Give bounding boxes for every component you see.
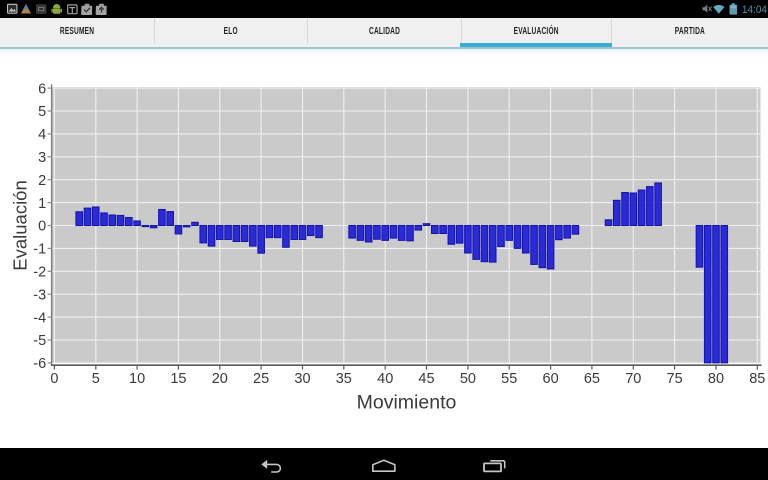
svg-text:70: 70 <box>625 371 641 387</box>
svg-text:15: 15 <box>170 371 186 387</box>
svg-text:-4: -4 <box>33 310 46 326</box>
svg-text:55: 55 <box>501 371 517 387</box>
svg-text:10: 10 <box>129 371 145 387</box>
svg-text:-2: -2 <box>33 265 46 281</box>
svg-text:5: 5 <box>92 371 100 387</box>
svg-text:-5: -5 <box>33 333 46 349</box>
svg-text:-6: -6 <box>33 356 46 372</box>
svg-text:1: 1 <box>38 196 46 212</box>
svg-text:85: 85 <box>749 371 765 387</box>
svg-text:45: 45 <box>418 371 434 387</box>
svg-text:35: 35 <box>336 371 352 387</box>
svg-text:80: 80 <box>708 371 724 387</box>
svg-text:20: 20 <box>212 371 228 387</box>
svg-text:0: 0 <box>38 219 46 235</box>
svg-text:2: 2 <box>38 173 46 189</box>
svg-text:50: 50 <box>460 371 476 387</box>
svg-text:Movimiento: Movimiento <box>357 392 457 414</box>
svg-text:40: 40 <box>377 371 393 387</box>
svg-text:60: 60 <box>543 371 559 387</box>
svg-text:30: 30 <box>294 371 310 387</box>
svg-text:75: 75 <box>667 371 683 387</box>
svg-text:-1: -1 <box>33 242 46 258</box>
svg-text:65: 65 <box>584 371 600 387</box>
svg-text:6: 6 <box>38 81 46 97</box>
svg-text:14:04: 14:04 <box>742 5 767 16</box>
svg-text:25: 25 <box>253 371 269 387</box>
svg-text:Evaluación: Evaluación <box>10 180 31 271</box>
svg-text:-3: -3 <box>33 287 46 303</box>
svg-text:5: 5 <box>38 104 46 120</box>
svg-text:4: 4 <box>38 127 46 143</box>
svg-text:3: 3 <box>38 150 46 166</box>
svg-text:0: 0 <box>50 371 58 387</box>
